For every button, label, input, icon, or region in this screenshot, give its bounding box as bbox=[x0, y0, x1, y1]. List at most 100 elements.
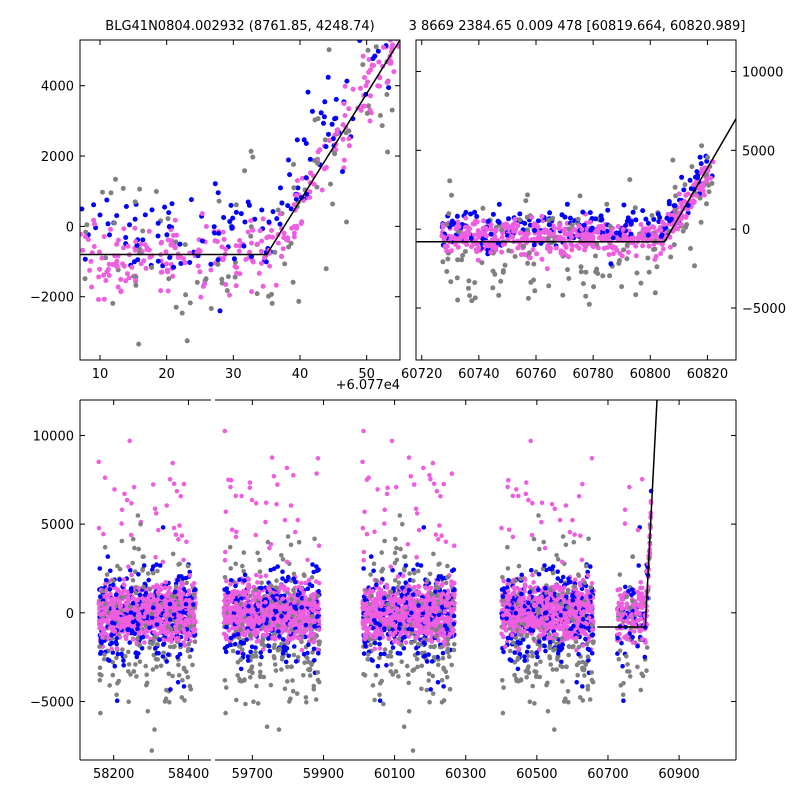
bottom-data-point bbox=[430, 673, 436, 679]
top-right-data-point bbox=[638, 222, 644, 227]
top-left-x-tick-label: 40 bbox=[292, 367, 309, 382]
bottom-data-point bbox=[284, 559, 290, 565]
top-right-x-tick-label: 60740 bbox=[458, 367, 499, 382]
bottom-data-point bbox=[274, 609, 279, 614]
top-left-data-point bbox=[216, 198, 222, 204]
bottom-data-point bbox=[377, 636, 383, 641]
bottom-data-point bbox=[399, 642, 404, 648]
bottom-data-point bbox=[311, 683, 317, 689]
bottom-data-point bbox=[99, 619, 104, 625]
bottom-data-point bbox=[143, 623, 149, 628]
top-right-data-point bbox=[518, 252, 524, 258]
bottom-data-point bbox=[279, 614, 284, 619]
top-right-data-point bbox=[583, 293, 589, 299]
top-right-data-point bbox=[651, 224, 657, 230]
bottom-data-point bbox=[134, 598, 139, 603]
top-right-data-point bbox=[655, 211, 661, 217]
bottom-data-point bbox=[424, 687, 430, 693]
bottom-data-point bbox=[452, 587, 457, 592]
bottom-data-point bbox=[233, 601, 239, 606]
top-right-data-point bbox=[539, 213, 545, 219]
top-right-data-point bbox=[668, 254, 674, 260]
top-right-data-point bbox=[521, 243, 527, 249]
bottom-data-point bbox=[305, 610, 311, 616]
top-right-data-point bbox=[540, 229, 546, 235]
top-right-data-point bbox=[522, 220, 528, 226]
top-right-data-point bbox=[667, 244, 673, 250]
bottom-data-point bbox=[175, 680, 181, 685]
bottom-data-point bbox=[382, 507, 388, 513]
top-right-data-point bbox=[633, 243, 639, 249]
bottom-data-point bbox=[237, 577, 242, 582]
top-right-data-point bbox=[579, 227, 585, 232]
bottom-data-point bbox=[290, 688, 296, 694]
bottom-data-point bbox=[128, 586, 134, 591]
top-right-data-point bbox=[606, 252, 612, 258]
top-left-data-point bbox=[301, 137, 307, 143]
top-right-data-point bbox=[442, 243, 448, 249]
top-left-data-point bbox=[368, 67, 374, 73]
top-left-data-point bbox=[232, 274, 238, 280]
bottom-data-point bbox=[118, 603, 124, 609]
top-right-data-point bbox=[586, 301, 592, 307]
bottom-data-point bbox=[233, 493, 239, 499]
top-right-data-point bbox=[658, 251, 664, 257]
bottom-data-point bbox=[98, 651, 103, 656]
bottom-data-point bbox=[187, 597, 192, 603]
bottom-data-point bbox=[150, 598, 156, 603]
top-left-data-point bbox=[290, 279, 296, 285]
top-right-data-point bbox=[578, 269, 584, 275]
bottom-data-point bbox=[107, 683, 112, 688]
bottom-data-point bbox=[389, 438, 395, 444]
top-right-data-point bbox=[526, 250, 532, 256]
bottom-data-point bbox=[155, 584, 161, 589]
bottom-data-point bbox=[162, 585, 168, 591]
top-right-data-point bbox=[462, 234, 468, 240]
top-left-data-point bbox=[233, 202, 239, 208]
top-left-data-point bbox=[101, 234, 107, 240]
bottom-data-point bbox=[314, 633, 320, 638]
bottom-data-point bbox=[136, 651, 141, 656]
bottom-data-point bbox=[114, 636, 119, 641]
bottom-data-point bbox=[138, 605, 144, 611]
top-right-data-point bbox=[531, 242, 537, 248]
top-left-data-point bbox=[113, 176, 118, 182]
bottom-data-point bbox=[271, 616, 277, 621]
bottom-data-point bbox=[152, 618, 158, 623]
top-left-data-point bbox=[391, 69, 397, 75]
bottom-data-point bbox=[306, 577, 312, 583]
bottom-data-point bbox=[371, 568, 376, 574]
top-left-data-point bbox=[140, 228, 146, 234]
bottom-data-point bbox=[143, 591, 149, 596]
top-left-data-point bbox=[367, 118, 373, 124]
top-left-data-point bbox=[198, 294, 204, 300]
bottom-data-point bbox=[274, 578, 279, 583]
bottom-data-point bbox=[115, 651, 121, 657]
top-left-data-point bbox=[120, 185, 126, 191]
top-left-data-point bbox=[153, 189, 159, 194]
top-left-data-point bbox=[330, 136, 336, 142]
top-right-data-point bbox=[448, 279, 454, 285]
bottom-data-point bbox=[301, 614, 306, 619]
top-left-data-point bbox=[294, 223, 300, 229]
bottom-data-point bbox=[157, 625, 163, 631]
bottom-data-point bbox=[154, 622, 160, 627]
bottom-data-point bbox=[415, 664, 420, 670]
bottom-data-point bbox=[289, 596, 294, 602]
bottom-data-point bbox=[436, 537, 441, 542]
top-right-data-point bbox=[562, 214, 568, 220]
bottom-data-point bbox=[427, 699, 432, 705]
top-right-data-point bbox=[608, 261, 614, 267]
bottom-data-point bbox=[116, 678, 122, 684]
top-right-data-point bbox=[484, 233, 490, 239]
bottom-data-point bbox=[256, 620, 262, 626]
bottom-data-point bbox=[187, 633, 193, 638]
bottom-data-point bbox=[130, 600, 136, 606]
top-left-data-point bbox=[281, 230, 287, 236]
bottom-data-point bbox=[254, 613, 259, 619]
top-right-data-point bbox=[692, 263, 697, 269]
bottom-data-point bbox=[246, 577, 252, 582]
top-left-data-point bbox=[199, 238, 205, 244]
top-right-data-point bbox=[566, 226, 572, 232]
top-left-data-point bbox=[319, 187, 325, 193]
